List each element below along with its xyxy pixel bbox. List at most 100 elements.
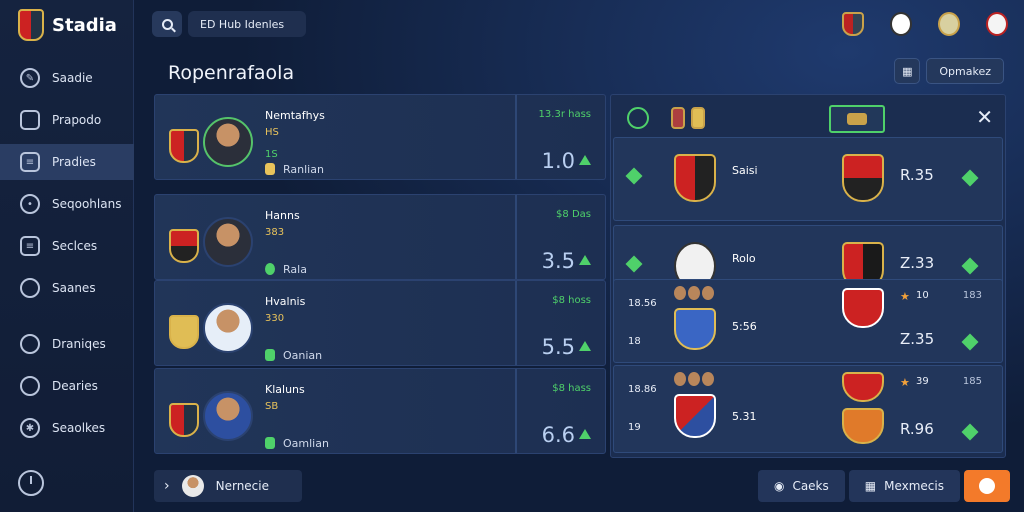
mexmecis-button[interactable]: ▦ Mexmecis bbox=[848, 470, 960, 502]
sidebar-item-label: Saanes bbox=[52, 281, 96, 295]
brand-logo-icon bbox=[18, 9, 44, 41]
sidebar-item-0[interactable]: ✎ Saadie bbox=[0, 60, 134, 96]
pen-icon: ✎ bbox=[20, 68, 40, 88]
sidebar-item-2[interactable]: ≡ Pradies bbox=[0, 144, 134, 180]
club-icon bbox=[265, 437, 275, 449]
user-label: Nernecie bbox=[215, 479, 269, 493]
player-row[interactable]: Klaluns SB Oamlian $8 hass 6.6 bbox=[154, 368, 606, 454]
chart-icon: ≡ bbox=[20, 236, 40, 256]
player-meta: HS bbox=[265, 127, 279, 138]
sidebar-item-label: Pradies bbox=[52, 155, 96, 169]
primary-action-button[interactable] bbox=[964, 470, 1010, 502]
list-icon: ≡ bbox=[20, 152, 40, 172]
team-flag-icon[interactable] bbox=[691, 107, 705, 129]
brand-name: Stadia bbox=[52, 14, 117, 36]
profile-badge-icon[interactable] bbox=[986, 12, 1008, 36]
add-icon[interactable] bbox=[961, 423, 979, 441]
sidebar-item-6[interactable]: Draniqes bbox=[0, 326, 134, 362]
player-name: Klaluns bbox=[265, 383, 305, 396]
search-input[interactable] bbox=[188, 11, 306, 37]
match-row[interactable]: Saisi R.35 bbox=[613, 137, 1003, 221]
match-odds[interactable]: Z.35 bbox=[900, 330, 935, 348]
odds-label: $8 hass bbox=[552, 383, 591, 394]
odds-value[interactable]: 6.6 bbox=[541, 423, 575, 447]
row-divider bbox=[515, 281, 517, 365]
club-icon bbox=[265, 163, 275, 175]
action-button[interactable]: Opmakez bbox=[926, 58, 1004, 84]
match-odds[interactable]: R.96 bbox=[900, 420, 934, 438]
match-row[interactable]: 18.86 19 5.31 ★ 39 185 R.96 bbox=[613, 365, 1003, 453]
players-panel: Nemtafhys HS 1S Ranlian 13.3r hass 1.0 H… bbox=[154, 94, 606, 458]
search-icon bbox=[161, 18, 173, 30]
arrow-up-icon bbox=[579, 155, 591, 165]
sidebar-item-3[interactable]: • Seqoohlans bbox=[0, 186, 134, 222]
match-extra: 183 bbox=[962, 290, 982, 301]
club-crest-icon bbox=[169, 315, 199, 349]
match-odds[interactable]: R.35 bbox=[900, 166, 934, 184]
nav-separator bbox=[0, 312, 134, 326]
arrow-up-icon bbox=[579, 429, 591, 439]
match-row[interactable]: 18.56 18 5:56 ★ 10 183 Z.35 bbox=[613, 279, 1003, 363]
player-row[interactable]: Nemtafhys HS 1S Ranlian 13.3r hass 1.0 bbox=[154, 94, 606, 180]
club-icon bbox=[265, 349, 275, 361]
chevron-right-icon: › bbox=[164, 478, 170, 494]
player-row[interactable]: Hvalnis 330 Oanian $8 hoss 5.5 bbox=[154, 280, 606, 366]
caeks-label: Caeks bbox=[792, 479, 829, 493]
status-icon[interactable] bbox=[627, 107, 649, 129]
player-photo bbox=[203, 117, 253, 167]
odds-value[interactable]: 5.5 bbox=[541, 335, 575, 359]
player-row[interactable]: Hanns 383 Rala $8 Das 3.5 bbox=[154, 194, 606, 280]
player-name: Hanns bbox=[265, 209, 300, 222]
match-time: 18.56 bbox=[628, 298, 657, 309]
select-icon[interactable] bbox=[625, 167, 643, 185]
sidebar-item-label: Prapodo bbox=[52, 113, 102, 127]
page-title: Ropenrafaola bbox=[168, 62, 294, 84]
add-icon[interactable] bbox=[961, 169, 979, 187]
main-area: Ropenrafaola ▦ Opmakez Nemtafhys HS 1S R… bbox=[134, 0, 1024, 512]
sidebar-item-5[interactable]: Saanes bbox=[0, 270, 134, 306]
match-label: Rolo bbox=[732, 252, 756, 265]
tab-selected[interactable] bbox=[829, 105, 885, 133]
grid-icon: ▦ bbox=[902, 64, 913, 78]
player-club: Oamlian bbox=[283, 437, 329, 450]
odds-value[interactable]: 3.5 bbox=[541, 249, 575, 273]
clock-icon[interactable] bbox=[18, 470, 44, 496]
match-label: 5.31 bbox=[732, 410, 757, 423]
player-meta: 383 bbox=[265, 227, 285, 238]
sidebar-item-7[interactable]: Dearies bbox=[0, 368, 134, 404]
star-icon: ★ bbox=[900, 290, 910, 303]
row-divider bbox=[515, 195, 517, 279]
player-photo bbox=[203, 217, 253, 267]
team-crest-icon[interactable] bbox=[842, 12, 864, 36]
add-icon[interactable] bbox=[961, 333, 979, 351]
player-faces bbox=[674, 286, 714, 300]
bottom-actions: ◉ Caeks ▦ Mexmecis bbox=[757, 470, 1010, 502]
player-name: Hvalnis bbox=[265, 295, 306, 308]
arrow-up-icon bbox=[579, 341, 591, 351]
sidebar-item-label: Dearies bbox=[52, 379, 98, 393]
close-button[interactable]: ✕ bbox=[976, 105, 993, 129]
team-a-crest-icon bbox=[674, 394, 716, 438]
player-club: Oanian bbox=[283, 349, 323, 362]
select-icon[interactable] bbox=[625, 255, 643, 273]
brand[interactable]: Stadia bbox=[0, 0, 133, 50]
sidebar-item-4[interactable]: ≡ Seclces bbox=[0, 228, 134, 264]
team-c-crest-icon bbox=[842, 408, 884, 444]
player-faces bbox=[674, 372, 714, 386]
user-selector[interactable]: › Nernecie bbox=[154, 470, 302, 502]
player-rating: 1S bbox=[265, 149, 278, 160]
add-icon[interactable] bbox=[961, 257, 979, 275]
sidebar-nav: ✎ Saadie Prapodo ≡ Pradies • Seqoohlans … bbox=[0, 60, 134, 452]
sidebar-item-1[interactable]: Prapodo bbox=[0, 102, 134, 138]
sidebar-item-8[interactable]: ✱ Seaolkes bbox=[0, 410, 134, 446]
odds-value[interactable]: 1.0 bbox=[541, 149, 575, 173]
search-button[interactable] bbox=[152, 11, 182, 37]
caeks-button[interactable]: ◉ Caeks bbox=[757, 470, 845, 502]
match-time: 18.86 bbox=[628, 384, 657, 395]
match-odds[interactable]: Z.33 bbox=[900, 254, 935, 272]
club-badge-icon[interactable] bbox=[890, 12, 912, 36]
team-flag-icon[interactable] bbox=[671, 107, 685, 129]
avatar bbox=[181, 475, 204, 497]
grid-view-button[interactable]: ▦ bbox=[894, 58, 921, 84]
trophy-icon[interactable] bbox=[938, 12, 960, 36]
